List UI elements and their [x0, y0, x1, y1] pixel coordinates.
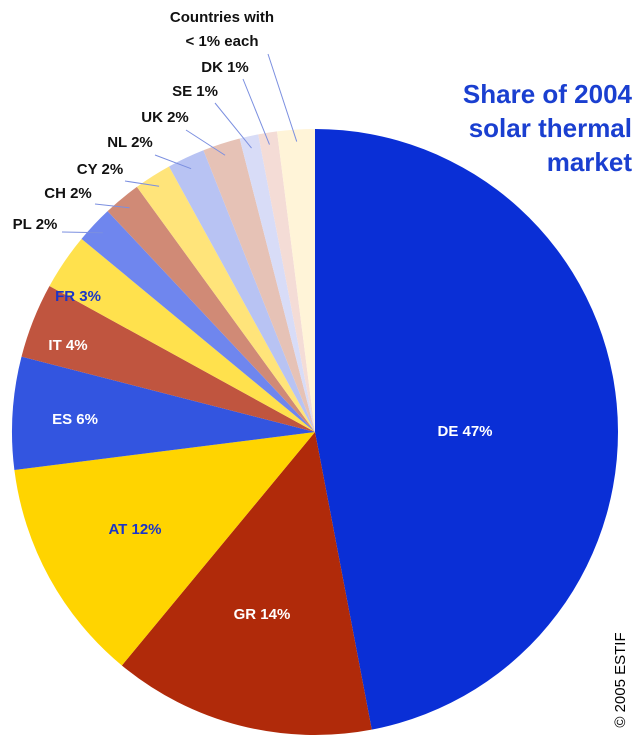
pie-slice [136, 166, 315, 433]
pie-slice [258, 131, 315, 432]
slice-label: NL 2% [107, 134, 153, 151]
slice-label: PL 2% [13, 216, 58, 233]
pie-slice [14, 432, 315, 666]
leader-line [267, 53, 298, 142]
pie-slice [315, 129, 619, 730]
slice-label: FR 3% [55, 288, 101, 305]
leader-line [61, 231, 103, 234]
slice-label: DE 47% [437, 423, 492, 440]
slice-label: SE 1% [172, 83, 218, 100]
pie-slice [49, 238, 316, 432]
slice-label: CH 2% [44, 185, 92, 202]
leader-line [185, 129, 226, 156]
slice-label: < 1% each [186, 33, 259, 50]
pie-slice [21, 286, 316, 432]
leader-line [154, 154, 192, 170]
pie-slice [169, 150, 315, 433]
pie-slice [81, 211, 315, 432]
slice-label: IT 4% [48, 337, 87, 354]
chart-title: solar thermal [469, 113, 632, 143]
leader-line [124, 180, 160, 187]
credit: © 2005 ESTIF [612, 632, 629, 727]
pie-slice [277, 129, 315, 432]
pie-slice [12, 356, 316, 470]
leader-line [214, 102, 252, 149]
pie-slice [239, 134, 315, 433]
leader-line [242, 78, 270, 145]
leader-line [94, 203, 130, 209]
chart-title: Share of 2004 [463, 79, 633, 109]
slice-label: DK 1% [201, 59, 249, 76]
pie-slice [121, 432, 372, 735]
pie-slice [203, 138, 315, 433]
slice-label: Countries with [170, 9, 274, 26]
slice-label: GR 14% [234, 606, 291, 623]
slice-label: CY 2% [77, 161, 123, 178]
slice-label: AT 12% [108, 521, 161, 538]
slice-label: UK 2% [141, 109, 189, 126]
slice-label: ES 6% [52, 411, 98, 428]
chart-title: market [547, 147, 633, 177]
pie-slice [107, 186, 315, 432]
